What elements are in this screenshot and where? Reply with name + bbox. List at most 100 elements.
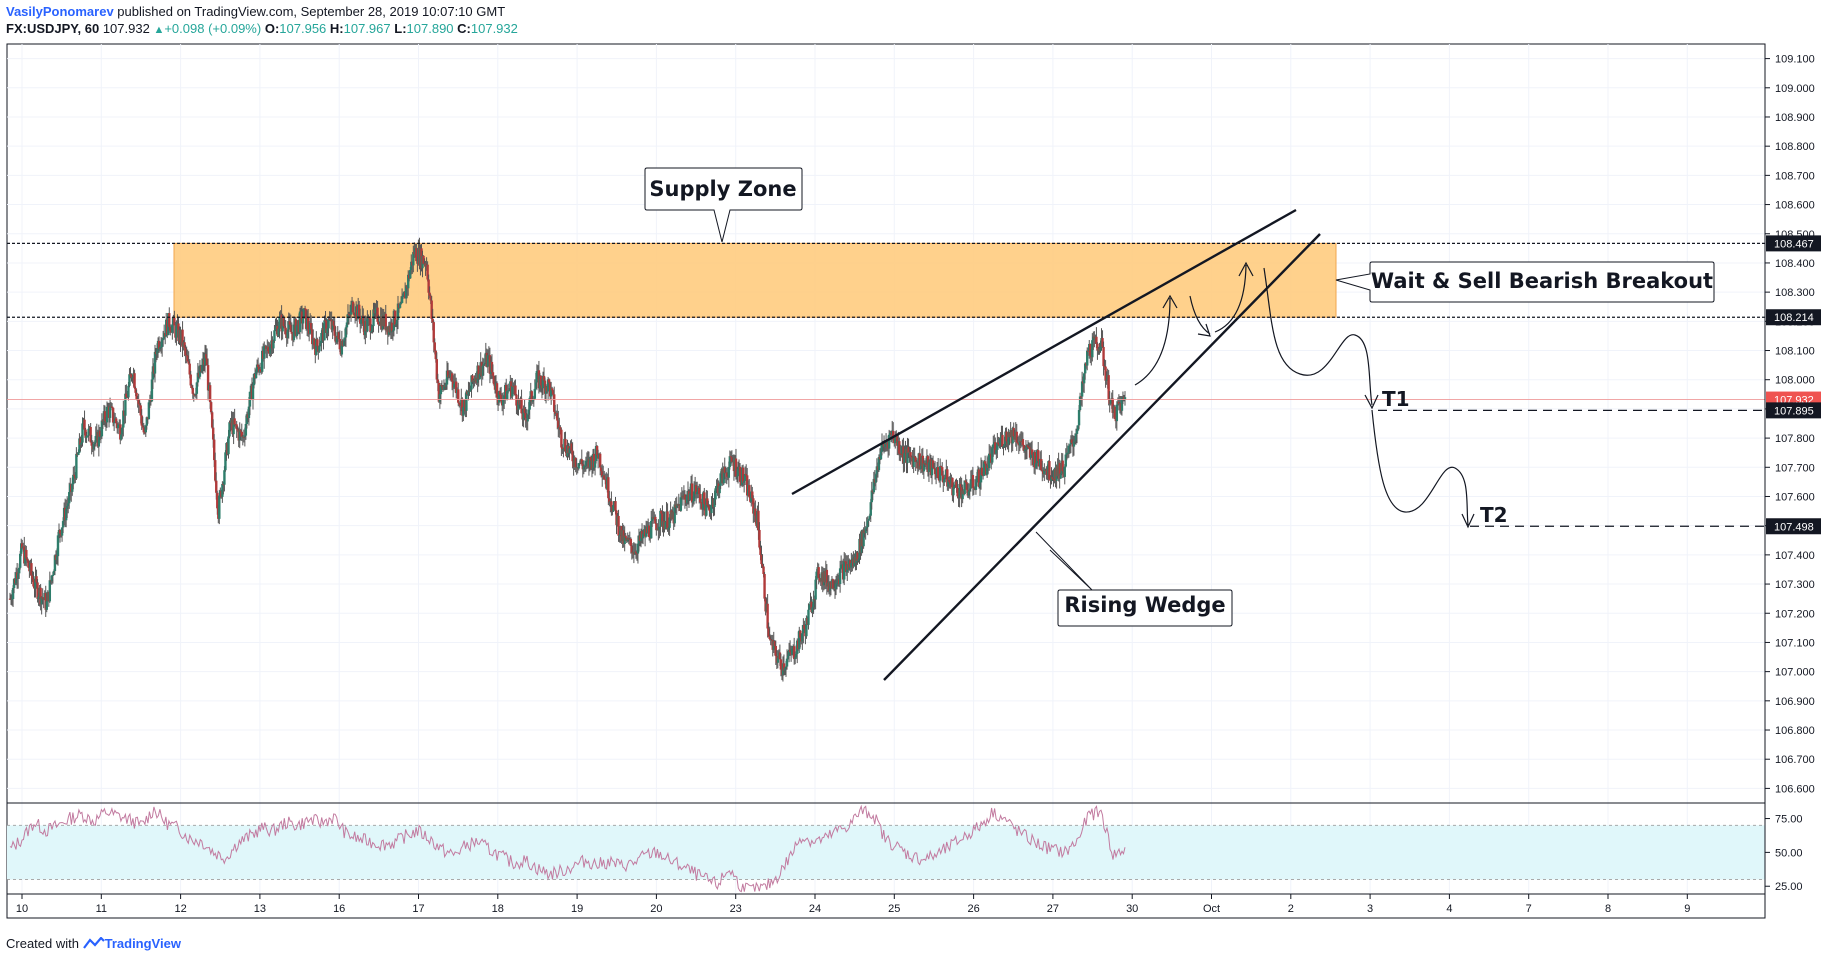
candle-up <box>692 491 696 502</box>
candle-up <box>263 346 266 359</box>
price-axis[interactable]: 109.100 109.000 108.900 108.800 108.700 108.6… <box>1764 44 1821 918</box>
x-tick-label: 16 <box>333 903 345 915</box>
candle-up <box>16 573 20 579</box>
candle-up <box>883 442 887 447</box>
candle-up <box>11 588 15 599</box>
author-link[interactable]: VasilyPonomarev <box>6 4 114 19</box>
x-tick-label: 8 <box>1605 903 1611 915</box>
candle-up <box>812 599 815 608</box>
candle-up <box>1068 444 1072 446</box>
candle-down <box>763 574 766 599</box>
candle-down <box>233 418 236 425</box>
price-tag <box>1766 309 1821 326</box>
candle-down <box>216 492 219 509</box>
candle-down <box>1102 346 1105 367</box>
candles <box>8 237 1127 682</box>
candle-down <box>948 480 951 483</box>
open-label: O: <box>264 21 280 36</box>
candle-down <box>760 554 763 565</box>
candle-down <box>564 438 567 451</box>
candle-up <box>251 385 255 400</box>
candle-down <box>433 342 436 351</box>
candle-down <box>1061 460 1064 472</box>
candle-up <box>930 460 934 476</box>
candle-up <box>843 561 846 580</box>
candle-down <box>599 467 603 472</box>
candle-down <box>1117 401 1121 405</box>
candle-up <box>857 559 860 561</box>
candle-up <box>85 435 88 438</box>
candle-down <box>428 292 431 296</box>
price-tag-label: 107.895 <box>1774 405 1814 417</box>
candle-up <box>618 535 621 537</box>
candle-up <box>161 338 165 341</box>
candle-up <box>478 374 481 380</box>
candle-down <box>792 646 796 660</box>
candle-up <box>546 379 550 392</box>
candle-up <box>93 442 96 445</box>
y-tick-label: 109.100 <box>1775 54 1815 66</box>
candle-up <box>593 461 597 468</box>
candle-down <box>138 403 141 406</box>
candle-down <box>189 374 192 386</box>
publish-header: VasilyPonomarev published on TradingView… <box>6 4 505 20</box>
candle-up <box>578 462 581 464</box>
candle-down <box>813 599 816 601</box>
candle-up <box>401 295 405 298</box>
candle-up <box>785 658 789 667</box>
candle-up <box>228 422 231 437</box>
candle-down <box>30 563 33 576</box>
candle-down <box>313 338 316 346</box>
candle-up <box>869 502 872 516</box>
candle-down <box>556 413 559 421</box>
candle-up <box>793 657 797 660</box>
candle-up <box>1064 454 1067 467</box>
y-tick-label: 106.600 <box>1775 783 1815 795</box>
candle-down <box>205 358 209 366</box>
candle-down <box>788 649 792 653</box>
candle-down <box>734 458 738 477</box>
candle-down <box>333 325 336 336</box>
candle-up <box>549 388 553 397</box>
candle-down <box>818 577 821 581</box>
candle-up <box>53 555 57 572</box>
candle-up <box>784 666 788 668</box>
candle-up <box>1083 363 1087 374</box>
candle-down <box>730 457 734 462</box>
candle-up <box>527 409 530 415</box>
candle-down <box>1015 431 1018 443</box>
candle-up <box>37 596 40 599</box>
tradingview-link[interactable]: TradingView <box>104 936 181 951</box>
candle-down <box>39 587 42 605</box>
candle-up <box>483 362 486 365</box>
rsi-pane <box>7 804 1765 893</box>
candle-up <box>584 460 588 466</box>
time-axis[interactable]: 10 11 12 13 16 17 18 19 20 23 24 25 26 27 30 Oct 2 3 4 7 8 9 <box>7 893 1765 915</box>
candle-down <box>1001 434 1004 447</box>
candle-up <box>400 297 404 303</box>
candle-down <box>1033 452 1037 468</box>
candle-down <box>909 452 912 457</box>
candle-up <box>927 462 931 473</box>
price-tag <box>1766 235 1821 252</box>
candle-up <box>80 442 83 445</box>
candle-down <box>239 430 242 432</box>
candle-down <box>377 321 380 325</box>
close-value: 107.932 <box>470 21 518 36</box>
candle-up <box>1002 446 1005 448</box>
candle-up <box>872 478 876 493</box>
candle-down <box>523 408 526 414</box>
candle-down <box>142 427 145 433</box>
candle-down <box>589 457 593 461</box>
price-tag-label: 107.498 <box>1774 521 1814 533</box>
candle-up <box>71 484 74 492</box>
candle-down <box>362 315 365 324</box>
candle-up <box>340 340 344 355</box>
candle-up <box>301 318 305 324</box>
candle-down <box>376 307 379 322</box>
close-label: C: <box>457 21 471 36</box>
candle-up <box>588 457 592 468</box>
candle-up <box>255 364 259 373</box>
candle-up <box>710 505 713 514</box>
